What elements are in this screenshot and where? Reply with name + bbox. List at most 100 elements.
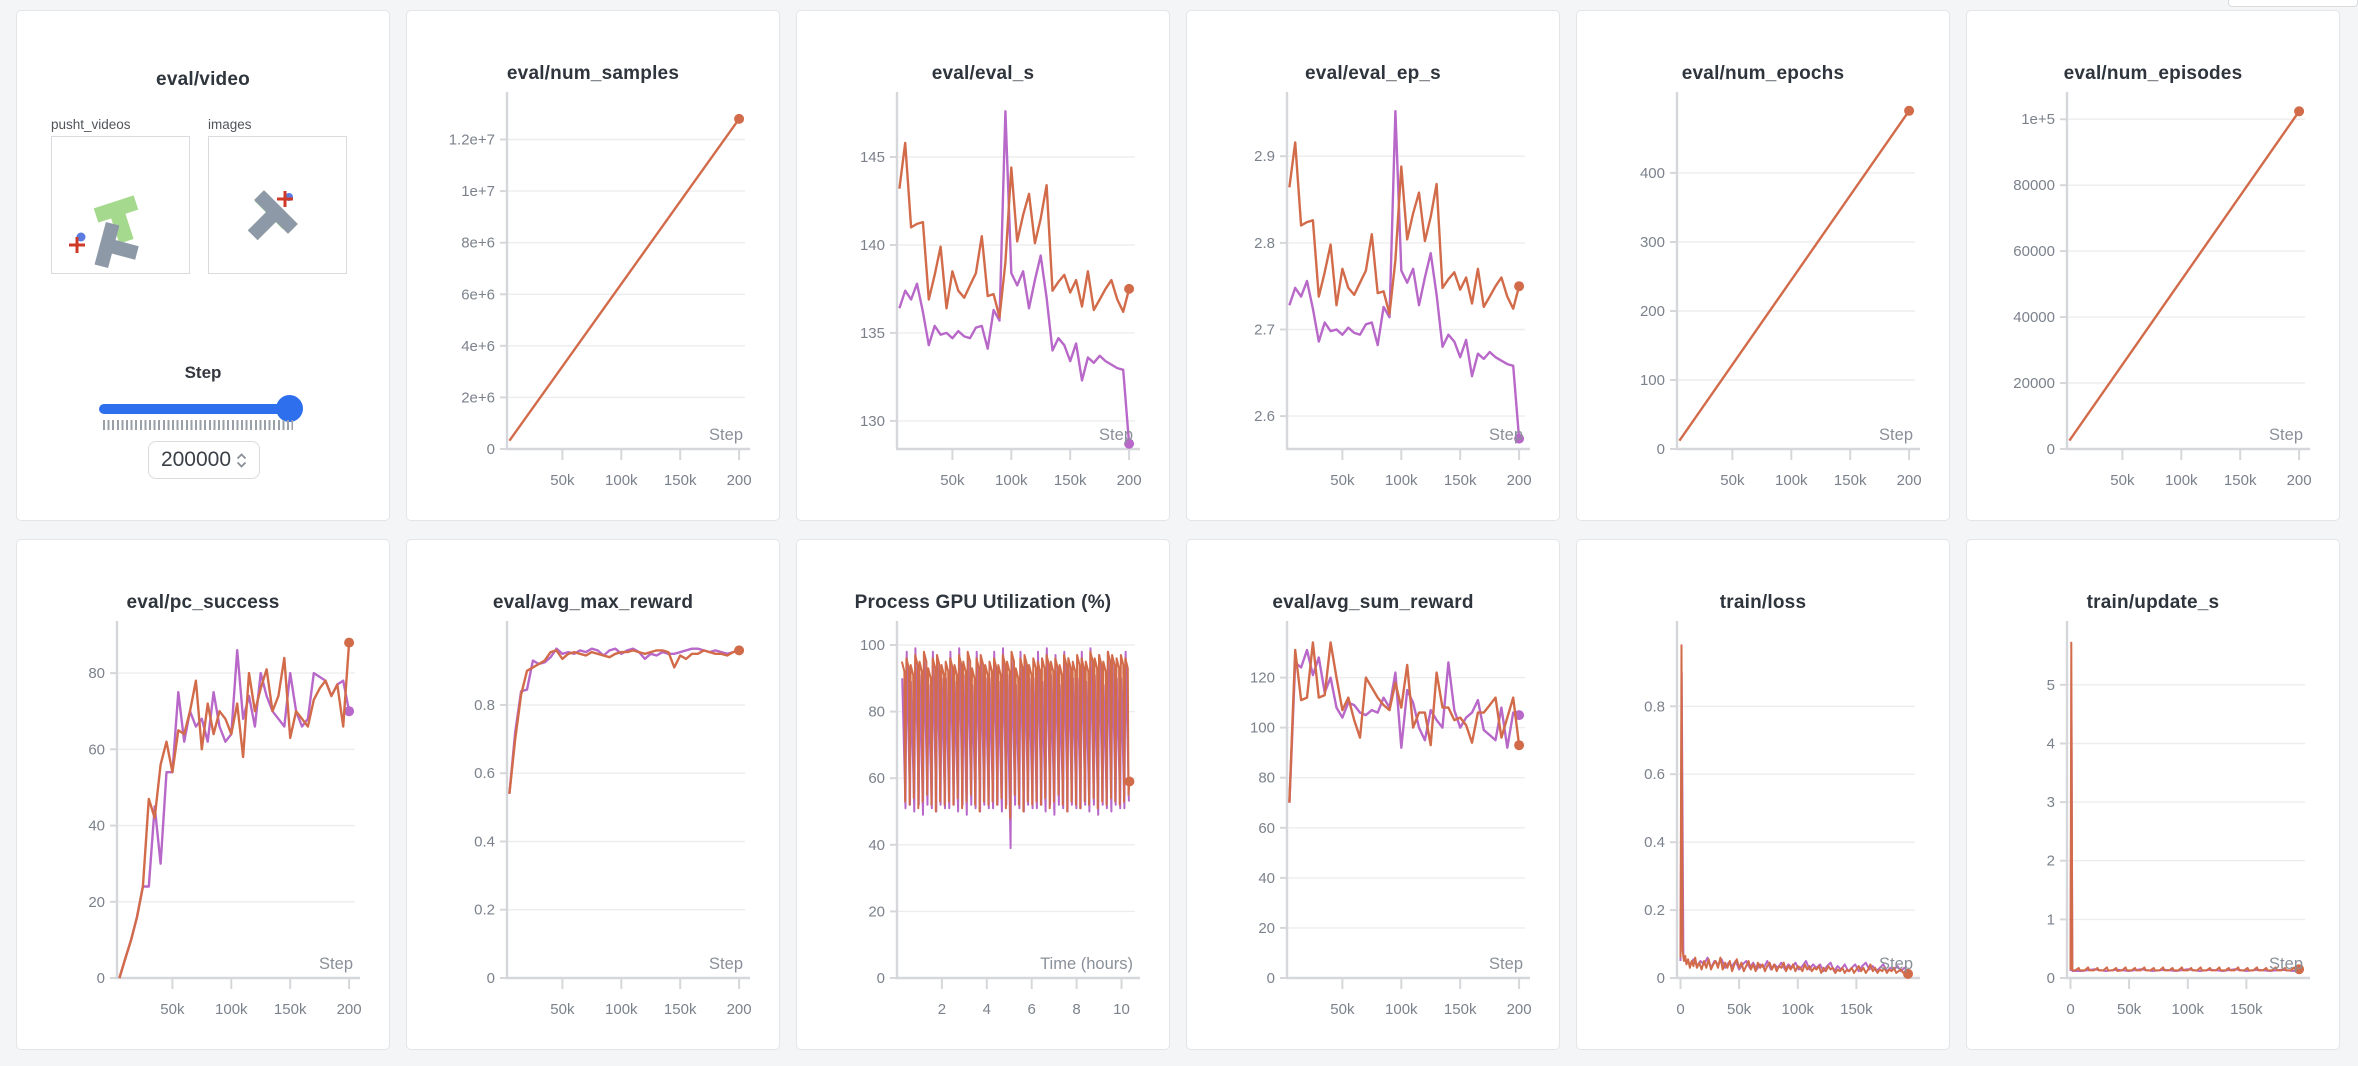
svg-text:100k: 100k (1385, 472, 1418, 489)
chart-title: eval/num_episodes (2063, 63, 2243, 84)
svg-text:0.6: 0.6 (474, 765, 495, 782)
chart-train-update-s[interactable]: 0 1 2 3 4 5 0 50k 100k 150k Step (1967, 540, 2340, 1050)
svg-text:2.6: 2.6 (1254, 408, 1275, 425)
panel-eval-avg-max-reward[interactable]: eval/avg_max_reward 0 0.2 0.4 0.6 0.8 50k 100k… (406, 539, 780, 1050)
chart-process-gpu-utilization[interactable]: 0 20 40 60 80 100 2 4 6 8 10 Time (hours) (797, 540, 1170, 1050)
panel-eval-num-samples[interactable]: eval/num_samples 0 2e+6 4e+6 6e+6 8e+6 1e+7 1.… (406, 10, 780, 521)
svg-text:1: 1 (2047, 911, 2055, 928)
panel-title: eval/video (156, 69, 250, 90)
svg-text:100k: 100k (605, 1001, 638, 1018)
panel-eval-pc-success[interactable]: eval/pc_success 0 20 40 60 80 50k 100k 150k 200 S… (16, 539, 390, 1050)
gray-t-shape (94, 221, 139, 269)
svg-text:150k: 150k (1834, 472, 1867, 489)
images-thumbnail[interactable] (208, 136, 347, 274)
chart-eval-num-epochs[interactable]: 0 100 200 300 400 50k 100k 150k 200 Step (1577, 11, 1950, 521)
pusht-scene-image (69, 195, 139, 269)
chart-train-loss[interactable]: 0 0.2 0.4 0.6 0.8 0 50k 100k 150k Step (1577, 540, 1950, 1050)
step-value: 200000 (160, 448, 232, 471)
step-slider-ticks (103, 420, 293, 430)
svg-text:Step: Step (319, 955, 353, 973)
panel-train-update-s[interactable]: train/update_s 0 1 2 3 4 5 0 50k 100k 150k Step (1966, 539, 2340, 1050)
svg-text:140: 140 (860, 237, 885, 254)
svg-text:130: 130 (860, 413, 885, 430)
svg-text:1e+5: 1e+5 (2021, 111, 2055, 128)
svg-text:0.2: 0.2 (474, 902, 495, 919)
svg-text:150k: 150k (1054, 472, 1087, 489)
svg-text:100k: 100k (995, 472, 1028, 489)
svg-text:Step: Step (1879, 426, 1913, 444)
chevron-down-icon[interactable] (236, 461, 247, 468)
svg-text:0.4: 0.4 (1644, 834, 1665, 851)
svg-text:50k: 50k (1330, 472, 1355, 489)
svg-text:2.8: 2.8 (1254, 235, 1275, 252)
svg-text:150k: 150k (664, 472, 697, 489)
svg-text:40: 40 (88, 818, 105, 835)
svg-text:2.7: 2.7 (1254, 322, 1275, 339)
svg-text:2e+6: 2e+6 (461, 389, 495, 406)
svg-text:6: 6 (1028, 1001, 1036, 1018)
panel-eval-num-episodes[interactable]: eval/num_episodes 0 20000 40000 60000 80000 1… (1966, 10, 2340, 521)
svg-text:Step: Step (1489, 955, 1523, 973)
chart-title: train/loss (1719, 592, 1807, 613)
media-label-pusht-videos: pusht_videos (51, 117, 131, 132)
svg-text:200: 200 (337, 1001, 362, 1018)
chart-eval-num-episodes[interactable]: 0 20000 40000 60000 80000 1e+5 50k 100k 150k 200 S… (1967, 11, 2340, 521)
svg-text:50k: 50k (1727, 1001, 1752, 1018)
svg-text:200: 200 (1507, 472, 1532, 489)
svg-text:40000: 40000 (2013, 309, 2055, 326)
step-slider[interactable] (99, 395, 303, 422)
chart-title: eval/avg_sum_reward (1272, 592, 1474, 613)
step-slider-thumb[interactable] (276, 395, 303, 422)
chart-title: eval/eval_s (931, 63, 1035, 84)
svg-text:50k: 50k (550, 472, 575, 489)
pusht-video-thumbnail[interactable] (51, 136, 190, 274)
svg-text:0: 0 (487, 970, 495, 987)
chart-eval-pc-success[interactable]: 0 20 40 60 80 50k 100k 150k 200 Step (17, 540, 390, 1050)
svg-text:0: 0 (1267, 970, 1275, 987)
svg-text:150k: 150k (2224, 472, 2257, 489)
svg-text:Step: Step (2269, 955, 2303, 973)
svg-text:0.6: 0.6 (1644, 766, 1665, 783)
chart-eval-eval-s[interactable]: 130 135 140 145 50k 100k 150k 200 Step (797, 11, 1170, 521)
panel-eval-num-epochs[interactable]: eval/num_epochs 0 100 200 300 400 50k 100k 150k… (1576, 10, 1950, 521)
chart-eval-num-samples[interactable]: 0 2e+6 4e+6 6e+6 8e+6 1e+7 1.2e+7 50k 100k 150k 20… (407, 11, 780, 521)
panel-eval-eval-s[interactable]: eval/eval_s 130 135 140 145 50k 100k 150k 200 St… (796, 10, 1170, 521)
chart-title: eval/num_epochs (1681, 63, 1845, 84)
svg-text:20: 20 (1258, 920, 1275, 937)
svg-text:3: 3 (2047, 794, 2055, 811)
svg-text:200: 200 (1640, 303, 1665, 320)
svg-text:1.2e+7: 1.2e+7 (449, 132, 495, 149)
panel-eval-eval-ep-s[interactable]: eval/eval_ep_s 2.6 2.7 2.8 2.9 50k 100k 150k 20… (1186, 10, 1560, 521)
chart-title: eval/eval_ep_s (1305, 63, 1441, 84)
green-t-shape (93, 195, 139, 244)
svg-text:4: 4 (983, 1001, 991, 1018)
svg-text:200: 200 (2287, 472, 2312, 489)
panel-eval-video[interactable]: eval/video pusht_videos images (16, 10, 390, 521)
svg-text:120: 120 (1250, 670, 1275, 687)
chart-eval-eval-ep-s[interactable]: 2.6 2.7 2.8 2.9 50k 100k 150k 200 Step (1187, 11, 1560, 521)
svg-text:50k: 50k (1720, 472, 1745, 489)
svg-text:0.8: 0.8 (474, 697, 495, 714)
svg-text:6e+6: 6e+6 (461, 286, 495, 303)
chart-title: train/update_s (2086, 592, 2220, 613)
svg-text:4: 4 (2047, 736, 2055, 753)
panel-train-loss[interactable]: train/loss 0 0.2 0.4 0.6 0.8 0 50k 100k 150k Step (1576, 539, 1950, 1050)
svg-text:150k: 150k (1444, 472, 1477, 489)
svg-text:Time (hours): Time (hours) (1040, 955, 1133, 973)
svg-text:150k: 150k (1840, 1001, 1873, 1018)
chart-eval-avg-sum-reward[interactable]: 0 20 40 60 80 100 120 50k 100k 150k 200 Step (1187, 540, 1560, 1050)
svg-text:4e+6: 4e+6 (461, 338, 495, 355)
svg-text:50k: 50k (160, 1001, 185, 1018)
panel-eval-avg-sum-reward[interactable]: eval/avg_sum_reward 0 20 40 60 80 100 120 50k 10… (1186, 539, 1560, 1050)
svg-text:0: 0 (487, 441, 495, 458)
svg-text:150k: 150k (664, 1001, 697, 1018)
panel-process-gpu-utilization[interactable]: Process GPU Utilization (%) 0 20 40 60 80 100… (796, 539, 1170, 1050)
chevron-up-icon[interactable] (236, 452, 247, 460)
svg-text:60: 60 (88, 741, 105, 758)
svg-text:60: 60 (1258, 820, 1275, 837)
step-number-input[interactable]: 200000 (148, 441, 260, 479)
step-spinner[interactable] (236, 452, 247, 468)
svg-text:60: 60 (868, 770, 885, 787)
chart-eval-avg-max-reward[interactable]: 0 0.2 0.4 0.6 0.8 50k 100k 150k 200 Step (407, 540, 780, 1050)
